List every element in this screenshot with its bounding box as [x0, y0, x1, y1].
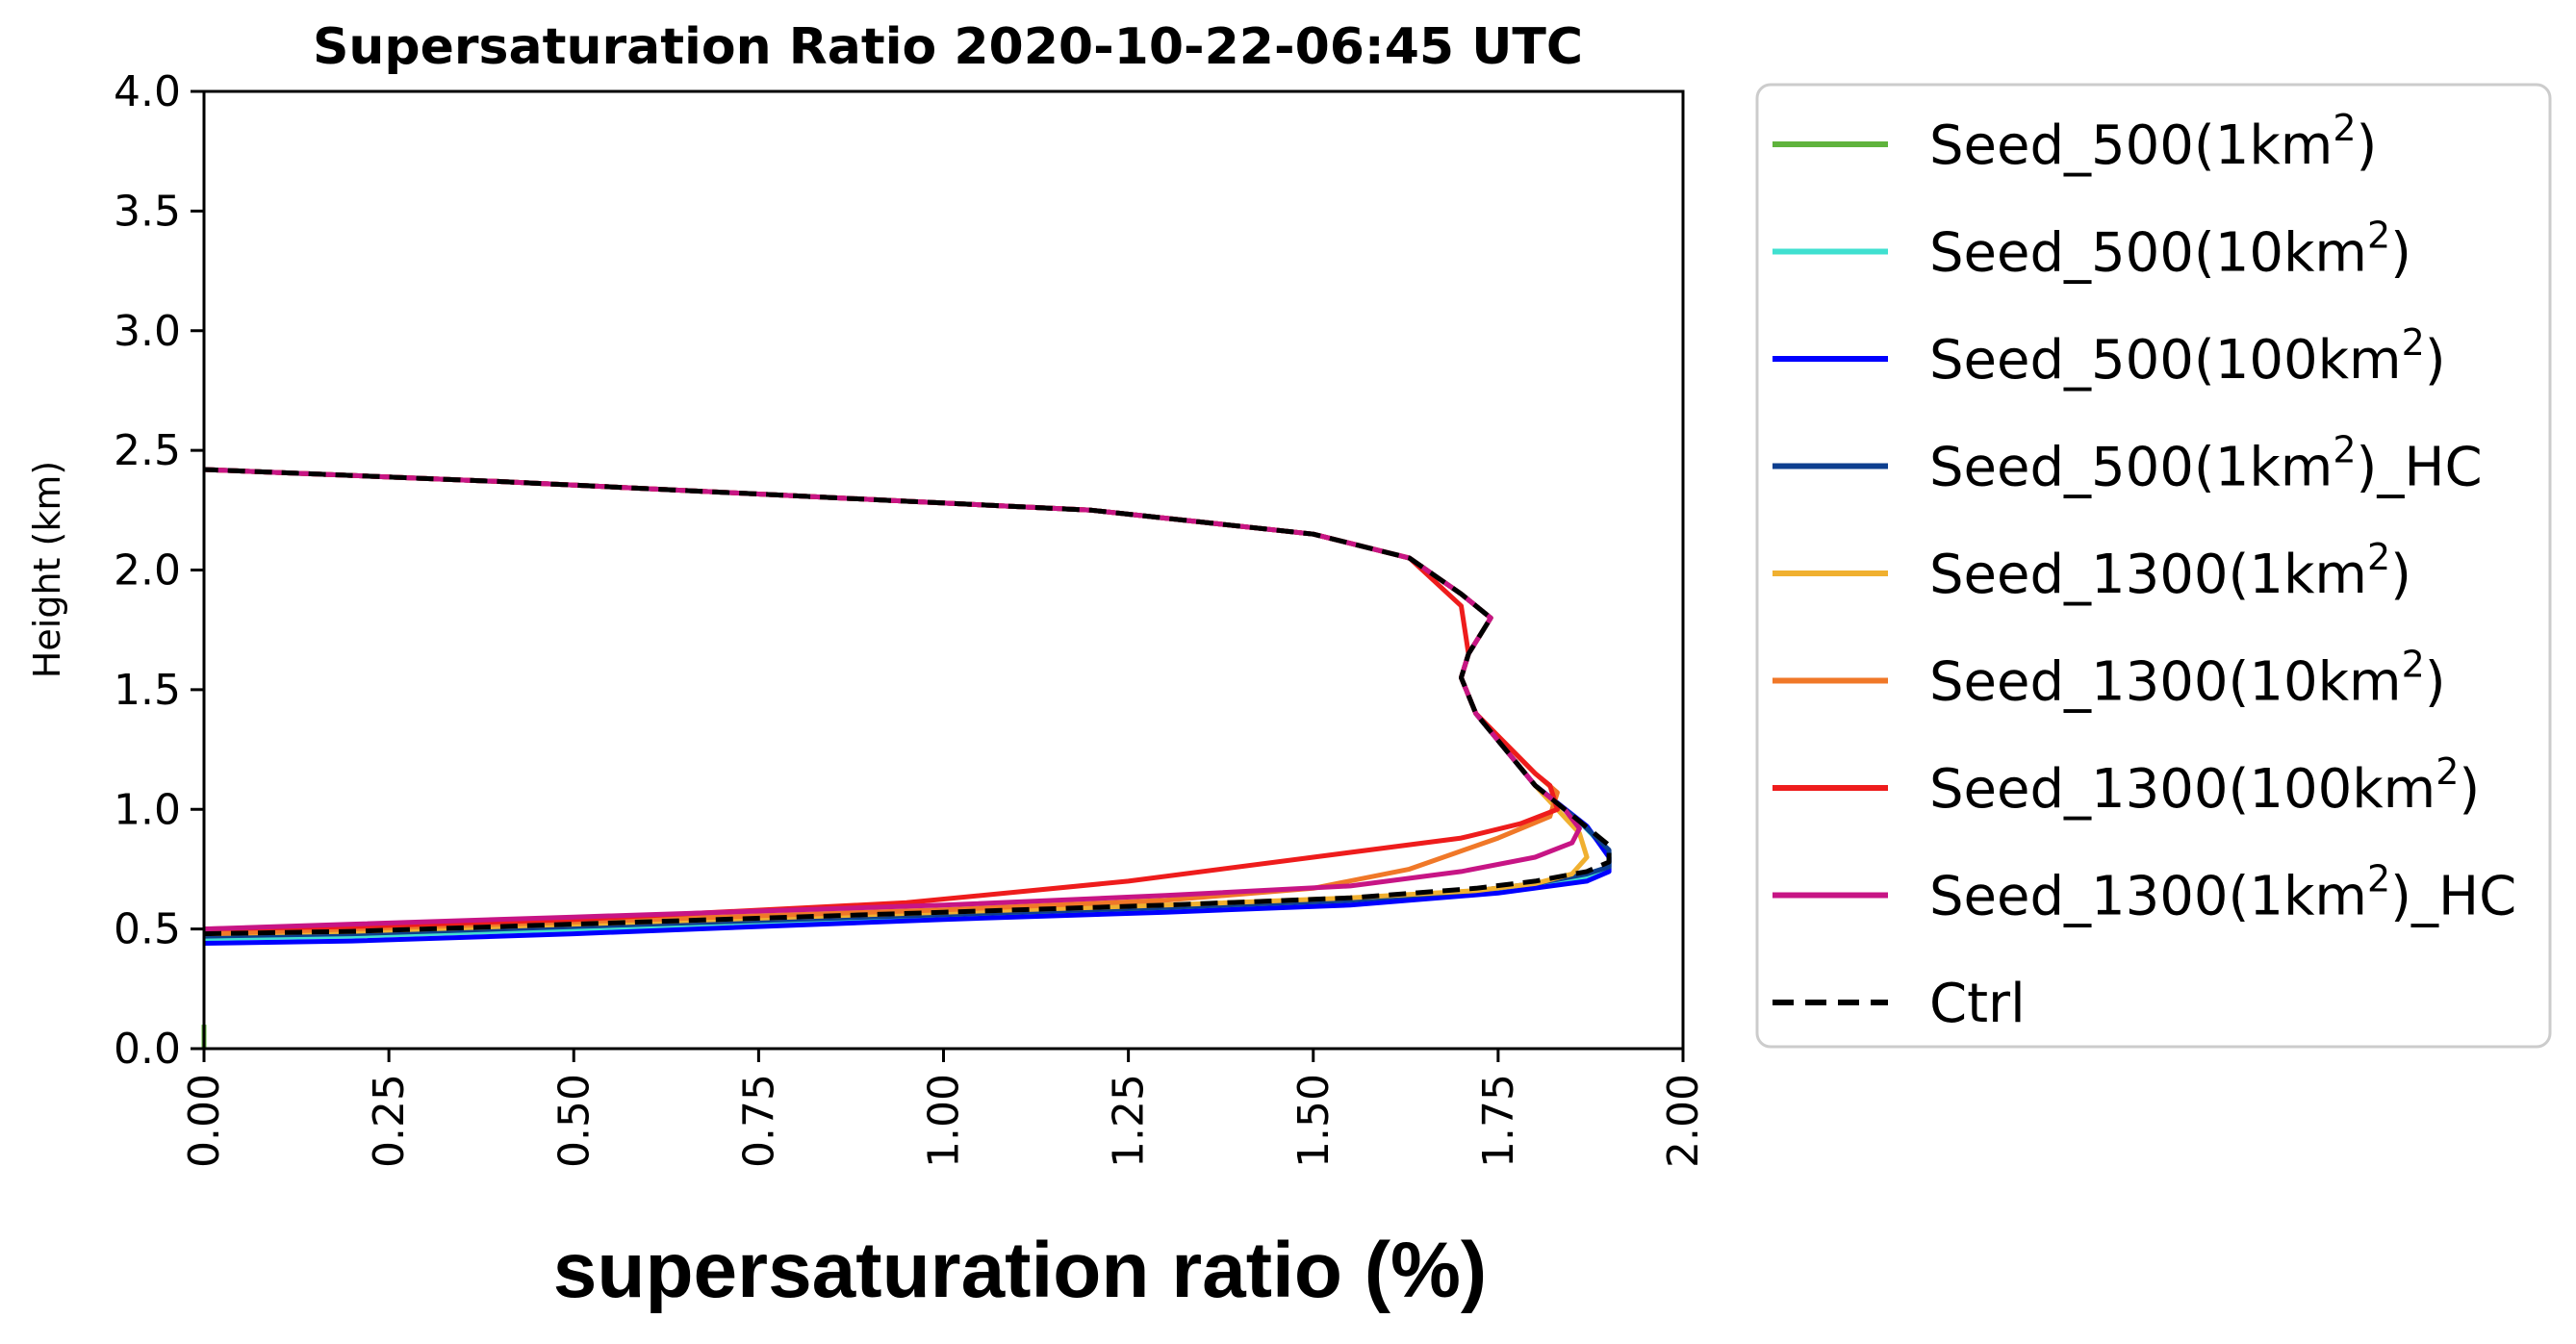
- y-tick-label: 3.5: [114, 187, 181, 236]
- y-tick-label: 1.5: [114, 666, 181, 715]
- y-axis-ticks: 0.0 0.5 1.0 1.5 2.0 2.5 3.0 3.5 4.0: [114, 67, 204, 1074]
- y-tick-label: 1.0: [114, 785, 181, 834]
- x-tick-label: 1.25: [1105, 1074, 1154, 1168]
- y-tick-label: 4.0: [114, 67, 181, 116]
- legend-entry-label: Ctrl: [1929, 973, 2026, 1035]
- legend-entry-label: Seed_1300(100km2): [1929, 750, 2480, 821]
- x-tick-label: 0.00: [180, 1074, 229, 1168]
- series-line-5: [203, 467, 1560, 937]
- y-tick-label: 0.0: [114, 1025, 181, 1074]
- series-line-7: [203, 467, 1582, 932]
- x-tick-label: 1.75: [1474, 1074, 1523, 1168]
- legend-entry-label: Seed_1300(1km2): [1929, 536, 2411, 606]
- legend-entry-label: Seed_1300(10km2): [1929, 644, 2446, 714]
- x-tick-label: 0.75: [734, 1074, 783, 1168]
- plot-lines: [201, 467, 1612, 1049]
- x-tick-label: 0.25: [365, 1074, 414, 1168]
- series-line-6: [203, 467, 1560, 932]
- legend-box: [1755, 83, 2552, 1049]
- series-line-8: [203, 467, 1612, 937]
- y-tick-label: 0.5: [114, 905, 181, 954]
- legend-entry-label: Seed_1300(1km2)_HC: [1929, 858, 2516, 928]
- y-tick-label: 2.5: [114, 426, 181, 475]
- legend-entry-label: Seed_500(100km2): [1929, 321, 2446, 392]
- series-line-4: [203, 467, 1590, 937]
- x-tick-label: 2.00: [1659, 1074, 1708, 1168]
- legend-entry-label: Seed_500(10km2): [1929, 215, 2411, 285]
- legend-entry-label: Seed_500(1km2)_HC: [1929, 429, 2483, 499]
- x-axis-label: supersaturation ratio (%): [553, 1227, 1487, 1314]
- series-line-1: [203, 467, 1612, 942]
- x-tick-label: 1.50: [1289, 1074, 1339, 1168]
- x-axis-ticks: 0.00 0.25 0.50 0.75 1.00 1.25 1.50 1.75 2.00: [180, 1049, 1708, 1168]
- series-line-3: [203, 467, 1612, 939]
- chart-title: Supersaturation Ratio 2020-10-22-06:45 U…: [313, 18, 1583, 76]
- x-tick-label: 1.00: [920, 1074, 969, 1168]
- x-tick-label: 0.50: [549, 1074, 599, 1168]
- y-tick-label: 3.0: [114, 307, 181, 356]
- legend: Seed_500(1km2) Seed_500(10km2) Seed_500(10…: [1755, 83, 2552, 1049]
- y-axis-label: Height (km): [26, 461, 68, 678]
- y-tick-label: 2.0: [114, 546, 181, 596]
- legend-entry-label: Seed_500(1km2): [1929, 107, 2377, 177]
